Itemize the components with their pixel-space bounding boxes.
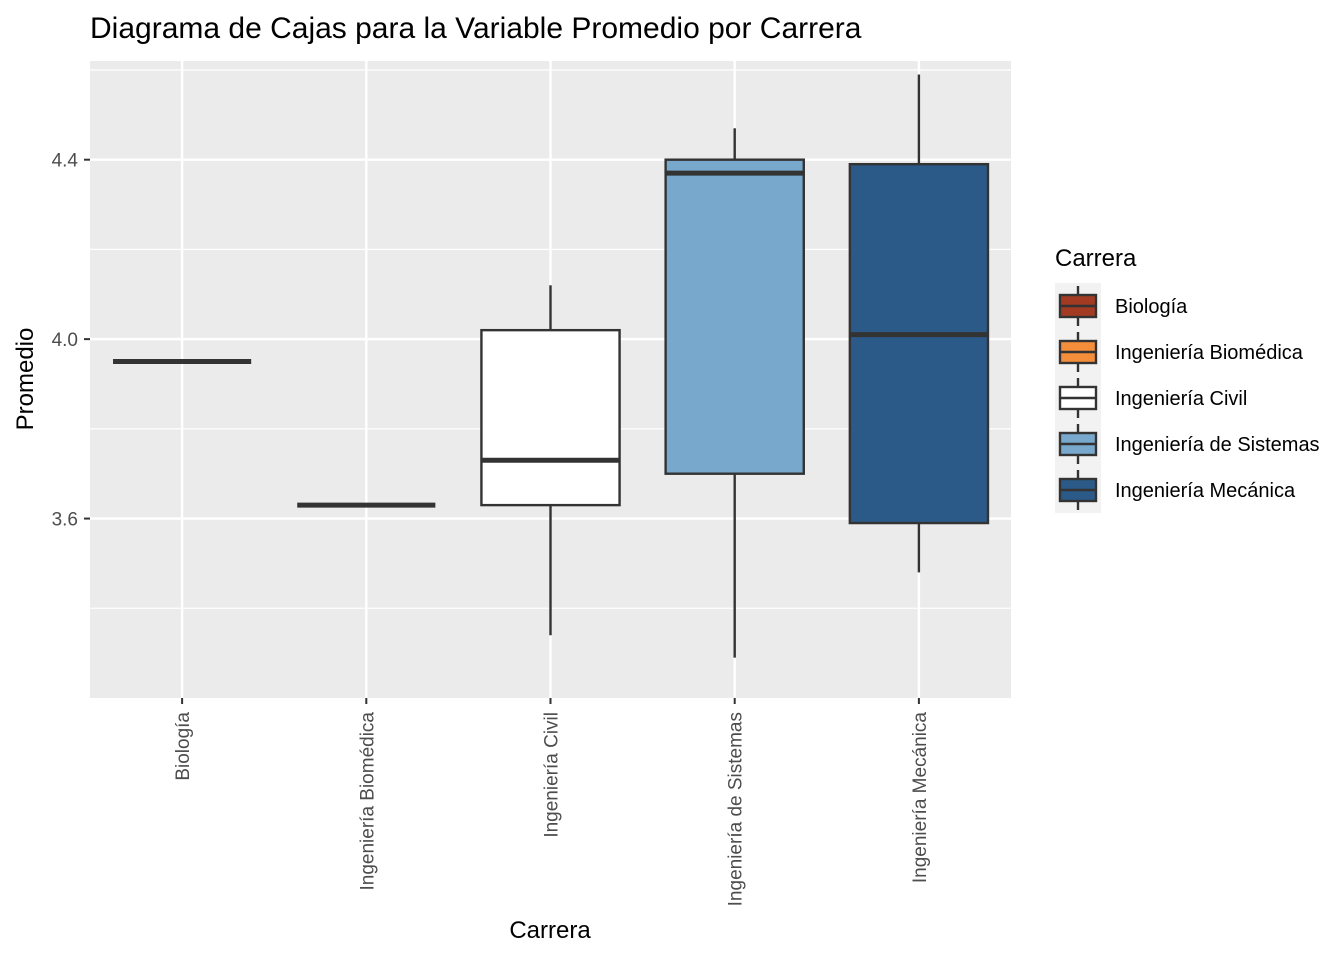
box-4 (664, 128, 805, 658)
legend-title: Carrera (1055, 245, 1137, 272)
x-tick-label: Ingeniería Civil (542, 712, 563, 838)
box-5 (848, 74, 990, 573)
box-body (848, 162, 990, 525)
legend: Carrera Biología Ingeniería Biomédica Inge… (1055, 245, 1320, 513)
legend-label: Ingeniería Biomédica (1115, 342, 1304, 364)
x-tick-label: Ingeniería Mecánica (910, 712, 931, 884)
legend-item-1: Biología (1058, 286, 1188, 326)
legend-label: Ingeniería de Sistemas (1115, 434, 1320, 456)
plot-area: 3.6 4.0 4.4 Biología Ingeniería Biomédica Ing… (52, 61, 1011, 906)
legend-item-4: Ingeniería de Sistemas (1058, 424, 1320, 464)
legend-label: Ingeniería Mecánica (1115, 480, 1296, 502)
legend-item-2: Ingeniería Biomédica (1058, 332, 1304, 372)
y-tick-label: 3.6 (52, 510, 78, 531)
x-axis-title: Carrera (509, 917, 591, 944)
x-tick-label: Biología (173, 712, 194, 781)
box-body (480, 328, 621, 507)
x-tick-label: Ingeniería Biomédica (357, 712, 378, 891)
legend-label: Ingeniería Civil (1115, 388, 1247, 410)
y-axis-title: Promedio (12, 328, 39, 431)
legend-label: Biología (1115, 296, 1188, 318)
x-tick-label: Ingeniería de Sistemas (726, 712, 747, 906)
y-tick-label: 4.0 (52, 330, 78, 351)
box-3 (480, 285, 621, 636)
box-body (664, 158, 805, 475)
legend-item-5: Ingeniería Mecánica (1058, 470, 1296, 510)
legend-item-3: Ingeniería Civil (1058, 378, 1247, 418)
chart-title: Diagrama de Cajas para la Variable Prome… (90, 12, 862, 45)
y-tick-label: 4.4 (52, 151, 79, 172)
